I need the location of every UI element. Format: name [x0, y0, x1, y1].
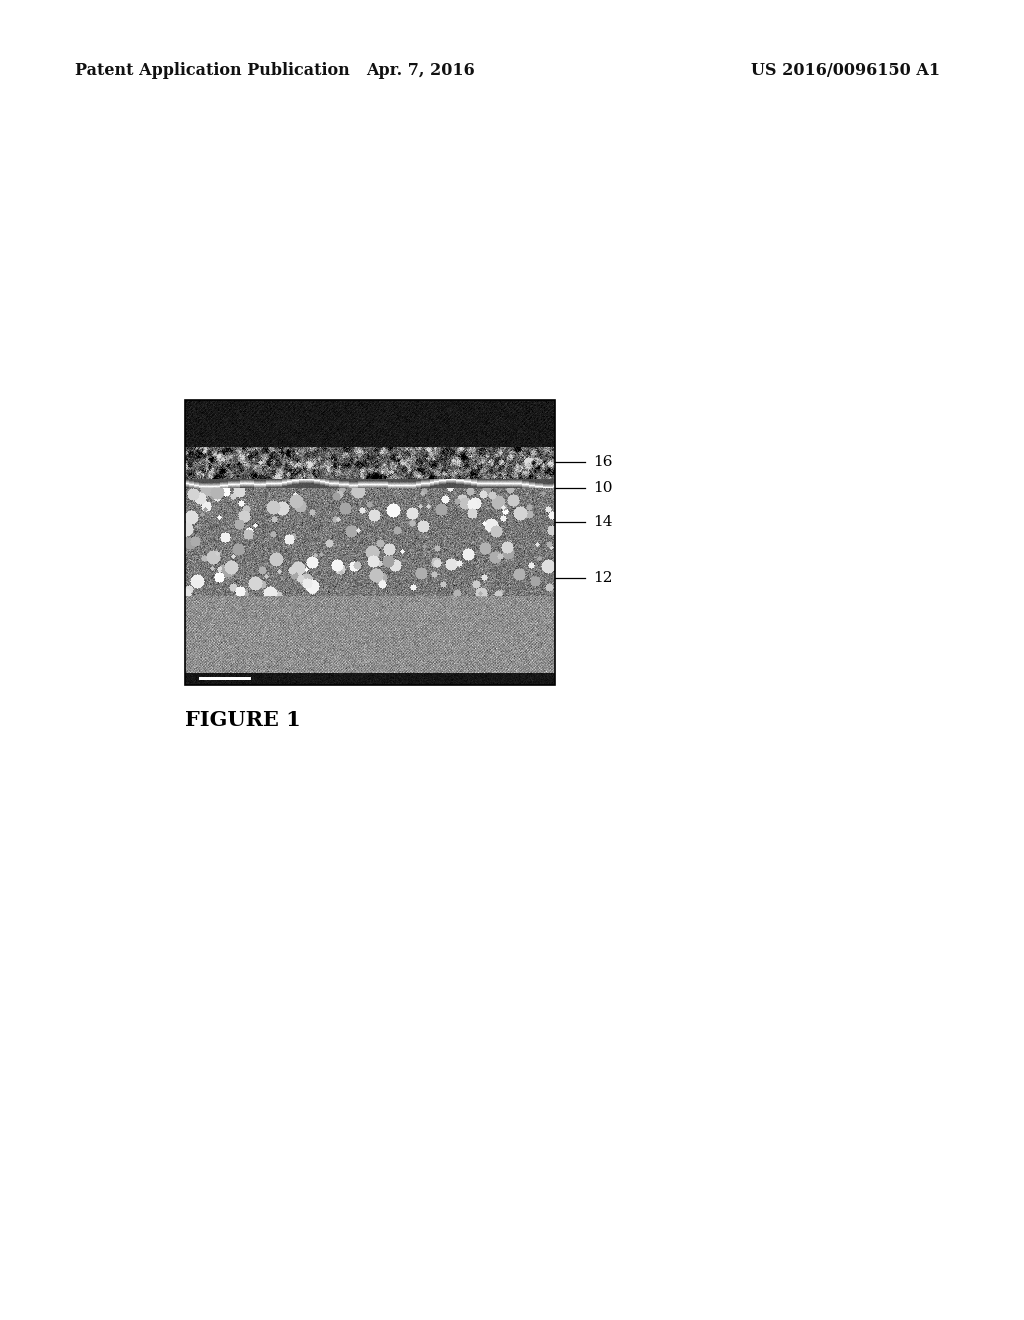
Text: 12: 12 — [593, 572, 612, 585]
Text: 16: 16 — [593, 455, 612, 469]
Bar — [185, 400, 555, 685]
Text: Apr. 7, 2016: Apr. 7, 2016 — [366, 62, 474, 79]
Text: FIGURE 1: FIGURE 1 — [185, 710, 301, 730]
Text: Patent Application Publication: Patent Application Publication — [75, 62, 350, 79]
Text: 14: 14 — [593, 515, 612, 529]
Text: 10: 10 — [593, 480, 612, 495]
Text: US 2016/0096150 A1: US 2016/0096150 A1 — [751, 62, 940, 79]
